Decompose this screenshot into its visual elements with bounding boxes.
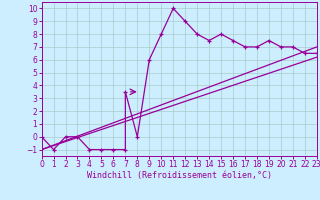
X-axis label: Windchill (Refroidissement éolien,°C): Windchill (Refroidissement éolien,°C) <box>87 171 272 180</box>
